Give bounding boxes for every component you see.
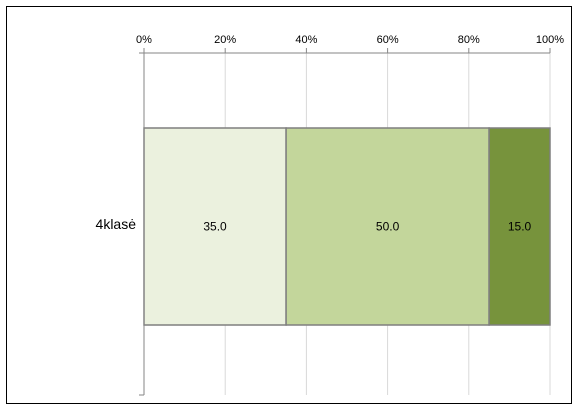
axes xyxy=(139,48,551,396)
x-tick-label-0: 0% xyxy=(136,34,152,46)
bar-segment-2 xyxy=(488,127,551,326)
x-tick-label-4: 80% xyxy=(458,34,480,46)
category-labels: 4klasė xyxy=(96,216,137,232)
data-labels: 35.0 50.0 15.0 xyxy=(203,220,531,234)
x-tick-label-3: 60% xyxy=(377,34,399,46)
x-tick-labels: 0% 20% 40% 60% 80% 100% xyxy=(136,34,564,46)
x-tick-label-5: 100% xyxy=(536,34,564,46)
x-tick-label-1: 20% xyxy=(214,34,236,46)
bar-segment-1 xyxy=(285,127,490,326)
data-label-0: 35.0 xyxy=(203,220,227,234)
x-tick-label-2: 40% xyxy=(295,34,317,46)
data-label-2: 15.0 xyxy=(508,220,532,234)
data-label-1: 50.0 xyxy=(376,220,400,234)
category-label-0: 4klasė xyxy=(96,216,137,232)
